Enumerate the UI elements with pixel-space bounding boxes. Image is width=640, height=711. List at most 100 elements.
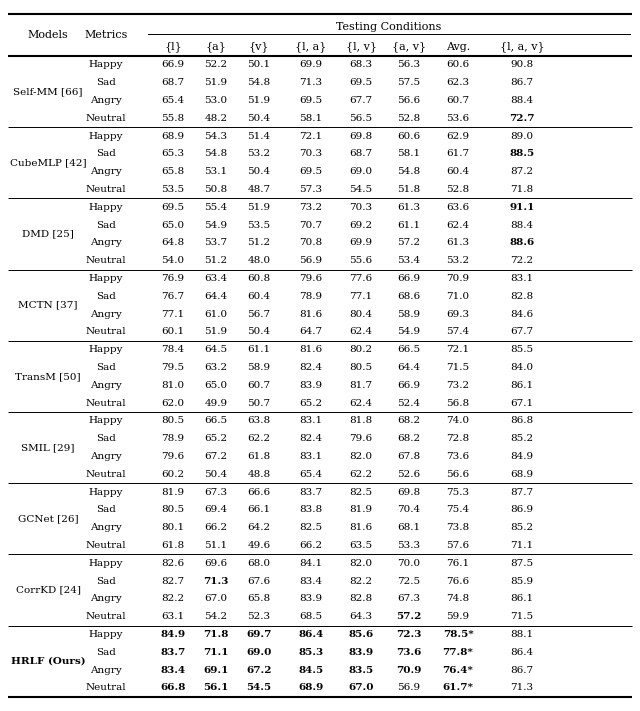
Text: 71.8: 71.8 [204,630,228,639]
Text: Neutral: Neutral [86,470,126,479]
Text: 83.1: 83.1 [300,452,323,461]
Text: 51.9: 51.9 [204,327,228,336]
Text: 58.1: 58.1 [397,149,420,159]
Text: 80.4: 80.4 [349,309,372,319]
Text: Sad: Sad [96,506,116,514]
Text: 71.3: 71.3 [300,78,323,87]
Text: 72.8: 72.8 [447,434,470,443]
Text: 63.2: 63.2 [204,363,228,372]
Text: 69.5: 69.5 [349,78,372,87]
Text: 71.1: 71.1 [204,648,228,657]
Text: 62.4: 62.4 [349,327,372,336]
Text: 80.2: 80.2 [349,346,372,354]
Text: 77.1: 77.1 [349,292,372,301]
Text: 66.8: 66.8 [160,683,186,693]
Text: Happy: Happy [89,274,124,283]
Text: 50.4: 50.4 [248,327,271,336]
Text: 60.2: 60.2 [161,470,184,479]
Text: 50.1: 50.1 [248,60,271,70]
Text: 55.4: 55.4 [204,203,228,212]
Text: 53.6: 53.6 [447,114,470,123]
Text: 64.8: 64.8 [161,238,184,247]
Text: Neutral: Neutral [86,683,126,693]
Text: 53.5: 53.5 [248,220,271,230]
Text: 53.2: 53.2 [447,256,470,265]
Text: 83.1: 83.1 [300,417,323,425]
Text: 66.6: 66.6 [248,488,271,496]
Text: Angry: Angry [90,665,122,675]
Text: 76.1: 76.1 [447,559,470,568]
Text: 67.7: 67.7 [349,96,372,105]
Text: 70.9: 70.9 [447,274,470,283]
Text: 67.7: 67.7 [511,327,534,336]
Text: 66.9: 66.9 [161,60,184,70]
Text: 83.4: 83.4 [161,665,186,675]
Text: 50.4: 50.4 [248,167,271,176]
Text: 83.9: 83.9 [348,648,374,657]
Text: 61.1: 61.1 [397,220,420,230]
Text: 62.2: 62.2 [248,434,271,443]
Text: 56.8: 56.8 [447,399,470,407]
Text: 54.0: 54.0 [161,256,184,265]
Text: 70.8: 70.8 [300,238,323,247]
Text: 65.2: 65.2 [204,434,228,443]
Text: 55.6: 55.6 [349,256,372,265]
Text: 71.0: 71.0 [447,292,470,301]
Text: 52.6: 52.6 [397,470,420,479]
Text: 88.6: 88.6 [509,238,534,247]
Text: Models: Models [28,30,68,40]
Text: 79.5: 79.5 [161,363,184,372]
Text: 80.5: 80.5 [161,506,184,514]
Text: 50.4: 50.4 [204,470,228,479]
Text: 69.9: 69.9 [300,60,323,70]
Text: 58.1: 58.1 [300,114,323,123]
Text: 82.4: 82.4 [300,434,323,443]
Text: 53.5: 53.5 [161,185,184,194]
Text: 48.2: 48.2 [204,114,228,123]
Text: 64.7: 64.7 [300,327,323,336]
Text: 76.6: 76.6 [447,577,470,586]
Text: 66.9: 66.9 [397,274,420,283]
Text: 83.9: 83.9 [300,594,323,604]
Text: 65.8: 65.8 [248,594,271,604]
Text: Angry: Angry [90,96,122,105]
Text: 60.6: 60.6 [397,132,420,141]
Text: 86.1: 86.1 [511,594,534,604]
Text: 52.8: 52.8 [397,114,420,123]
Text: 50.4: 50.4 [248,114,271,123]
Text: Sad: Sad [96,149,116,159]
Text: 56.7: 56.7 [248,309,271,319]
Text: 54.8: 54.8 [397,167,420,176]
Text: 51.9: 51.9 [248,96,271,105]
Text: 68.7: 68.7 [161,78,184,87]
Text: 64.4: 64.4 [397,363,420,372]
Text: 67.0: 67.0 [204,594,228,604]
Text: 62.2: 62.2 [349,470,372,479]
Text: 67.8: 67.8 [397,452,420,461]
Text: 66.9: 66.9 [397,381,420,390]
Text: 87.2: 87.2 [511,167,534,176]
Text: 63.8: 63.8 [248,417,271,425]
Text: CorrKD [24]: CorrKD [24] [15,585,81,594]
Text: 70.7: 70.7 [300,220,323,230]
Text: 65.0: 65.0 [161,220,184,230]
Text: 67.6: 67.6 [248,577,271,586]
Text: 53.7: 53.7 [204,238,228,247]
Text: 62.3: 62.3 [447,78,470,87]
Text: 54.9: 54.9 [204,220,228,230]
Text: 84.9: 84.9 [161,630,186,639]
Text: 77.1: 77.1 [161,309,184,319]
Text: 77.6: 77.6 [349,274,372,283]
Text: 65.2: 65.2 [300,399,323,407]
Text: 63.5: 63.5 [349,541,372,550]
Text: Angry: Angry [90,381,122,390]
Text: 83.5: 83.5 [348,665,374,675]
Text: Angry: Angry [90,452,122,461]
Text: 52.2: 52.2 [204,60,228,70]
Text: 65.4: 65.4 [161,96,184,105]
Text: 64.4: 64.4 [204,292,228,301]
Text: Happy: Happy [89,60,124,70]
Text: 72.5: 72.5 [397,577,420,586]
Text: 89.0: 89.0 [511,132,534,141]
Text: 87.5: 87.5 [511,559,534,568]
